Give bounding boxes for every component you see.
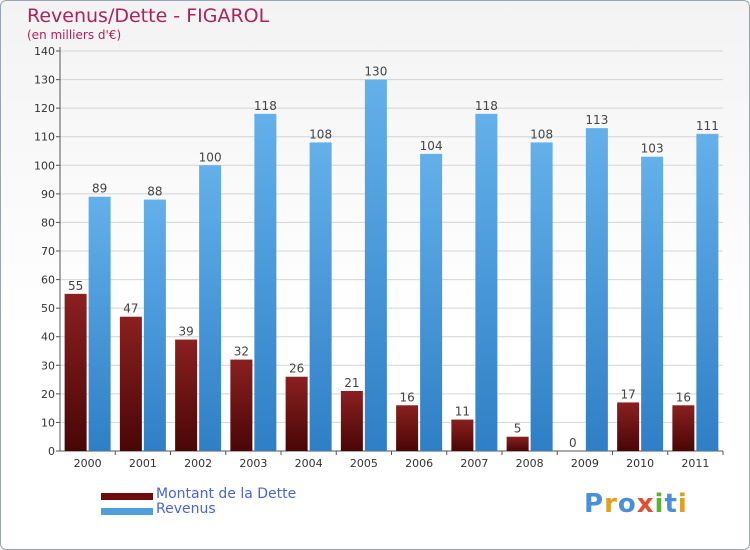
logo-letter: i: [677, 489, 688, 519]
data-label-revenus: 89: [92, 182, 107, 196]
legend-label-revenus: Revenus: [156, 501, 216, 517]
bar-revenus: [475, 113, 498, 451]
y-tick-label: 140: [34, 45, 55, 58]
data-label-revenus: 100: [199, 150, 222, 164]
y-tick-label: 20: [41, 388, 55, 401]
proxiti-logo: Proxiti: [584, 489, 688, 519]
bar-revenus: [364, 79, 387, 452]
x-tick-label: 2009: [571, 457, 599, 470]
data-label-dette: 39: [178, 325, 193, 339]
bar-dette: [230, 359, 253, 451]
y-tick-label: 30: [41, 359, 55, 372]
y-tick-label: 50: [41, 302, 55, 315]
bar-dette: [396, 405, 419, 451]
grid-lines: [60, 50, 723, 452]
data-label-dette: 21: [344, 376, 359, 390]
bar-revenus: [88, 196, 111, 451]
bar-revenus: [420, 153, 443, 451]
data-label-dette: 26: [289, 362, 304, 376]
y-tick-label: 0: [48, 445, 55, 458]
y-tick-label: 130: [34, 74, 55, 87]
logo-letter: P: [584, 489, 605, 519]
chart-subtitle: (en milliers d'€): [27, 28, 122, 42]
x-tick-label: 2002: [184, 457, 212, 470]
y-tick-label: 80: [41, 216, 55, 229]
data-label-revenus: 88: [147, 185, 162, 199]
y-tick-label: 110: [34, 131, 55, 144]
bars: [64, 79, 719, 452]
bar-revenus: [199, 165, 222, 452]
data-label-dette: 55: [68, 279, 83, 293]
x-tick-label: 2003: [239, 457, 267, 470]
bar-revenus: [641, 156, 664, 451]
bar-dette: [285, 376, 308, 451]
data-label-dette: 47: [123, 302, 138, 316]
x-tick-label: 2006: [405, 457, 433, 470]
data-label-revenus: 118: [254, 99, 277, 113]
bar-dette: [617, 402, 640, 451]
x-tick-label: 2011: [681, 457, 709, 470]
x-tick-label: 2001: [129, 457, 157, 470]
chart-title: Revenus/Dette - FIGAROL: [27, 5, 270, 27]
x-tick-label: 2007: [460, 457, 488, 470]
bar-dette: [64, 293, 87, 451]
data-label-dette: 5: [514, 422, 522, 436]
bar-revenus: [585, 128, 608, 451]
x-tick-label: 2000: [74, 457, 102, 470]
x-tick-label: 2008: [516, 457, 544, 470]
data-label-revenus: 113: [585, 113, 608, 127]
logo-letter: o: [617, 489, 637, 519]
data-label-revenus: 104: [420, 139, 443, 153]
logo-letter: x: [636, 489, 655, 519]
data-label-revenus: 130: [364, 65, 387, 79]
data-labels: 55 89 47 88 39 100 32 118 26 108 21 130 16 104 11 118 5 1…: [68, 65, 719, 450]
data-label-revenus: 108: [309, 127, 332, 141]
bar-dette: [506, 436, 529, 451]
logo-letter: r: [604, 489, 618, 519]
bar-dette: [175, 339, 198, 451]
y-tick-label: 70: [41, 245, 55, 258]
data-label-revenus: 108: [530, 127, 553, 141]
data-label-dette: 16: [399, 390, 414, 404]
legend-swatch-revenus: [101, 508, 153, 515]
data-label-revenus: 111: [696, 119, 719, 133]
logo-letter: i: [654, 489, 665, 519]
bar-revenus: [309, 142, 332, 451]
x-tick-label: 2004: [295, 457, 323, 470]
y-tick-label: 100: [34, 159, 55, 172]
data-label-dette: 0: [569, 436, 577, 450]
data-label-dette: 32: [234, 345, 249, 359]
bar-dette: [340, 391, 363, 451]
y-tick-label: 40: [41, 331, 55, 344]
data-label-dette: 17: [620, 387, 635, 401]
bar-dette: [451, 419, 474, 451]
data-label-dette: 16: [676, 390, 691, 404]
bar-dette: [672, 405, 695, 451]
data-label-dette: 11: [455, 405, 470, 419]
data-label-revenus: 103: [641, 142, 664, 156]
logo-letter: t: [664, 489, 678, 519]
bar-revenus: [530, 142, 553, 451]
x-tick-label: 2010: [626, 457, 654, 470]
y-tick-label: 120: [34, 102, 55, 115]
legend-label-dette: Montant de la Dette: [156, 486, 297, 502]
data-label-revenus: 118: [475, 99, 498, 113]
y-tick-label: 60: [41, 274, 55, 287]
y-tick-label: 10: [41, 416, 55, 429]
bar-revenus: [143, 199, 166, 451]
y-tick-label: 90: [41, 188, 55, 201]
bar-revenus: [696, 133, 719, 451]
legend-swatch-dette: [101, 493, 153, 500]
x-tick-label: 2005: [350, 457, 378, 470]
bar-dette: [119, 316, 142, 451]
bar-revenus: [254, 113, 277, 451]
